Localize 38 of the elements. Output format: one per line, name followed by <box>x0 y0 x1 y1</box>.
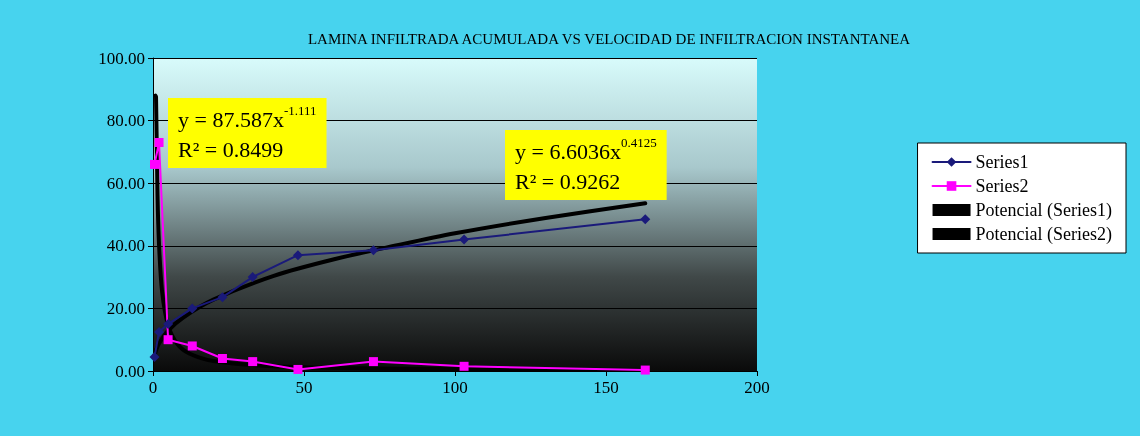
legend-label: Potencial (Series1) <box>975 200 1113 221</box>
y-tick-label: 100.00 <box>98 48 145 68</box>
point <box>154 138 164 148</box>
annotation: R² = 0.8499 <box>178 136 284 162</box>
chart-title: LAMINA INFILTRADA ACUMULADA VS VELOCIDAD DE INFILTRACION INSTANTANEA <box>307 30 911 47</box>
annotation: R² = 0.9262 <box>515 168 621 194</box>
y-tick-label: 20.00 <box>106 298 145 318</box>
point <box>640 214 651 225</box>
point <box>368 245 379 256</box>
y-tick-label: 60.00 <box>106 173 145 193</box>
x-tick-label: 100 <box>442 378 468 397</box>
x-tick-label: 200 <box>744 378 770 397</box>
point <box>368 357 378 367</box>
point <box>217 292 228 303</box>
point <box>163 319 174 330</box>
x-tick-label: 150 <box>593 378 619 397</box>
point <box>163 335 173 345</box>
point <box>459 234 470 245</box>
x-tick-label: 50 <box>295 378 313 397</box>
point <box>150 159 160 169</box>
point <box>187 303 198 314</box>
y-tick-label: 40.00 <box>106 236 145 256</box>
point <box>247 272 258 283</box>
point <box>292 250 303 261</box>
point <box>459 361 469 371</box>
point <box>217 353 227 363</box>
point <box>154 326 165 337</box>
point <box>149 351 160 362</box>
point <box>640 365 650 375</box>
legend-label: Series2 <box>975 176 1029 196</box>
legend-label: Series1 <box>975 152 1029 172</box>
y-tick-label: 80.00 <box>106 111 145 131</box>
x-tick-label: 0 <box>148 378 158 397</box>
y-tick-label: 0.00 <box>115 361 145 381</box>
point <box>187 341 197 351</box>
point <box>293 364 303 374</box>
point <box>248 357 258 367</box>
legend-label: Potencial (Series2) <box>975 224 1113 245</box>
